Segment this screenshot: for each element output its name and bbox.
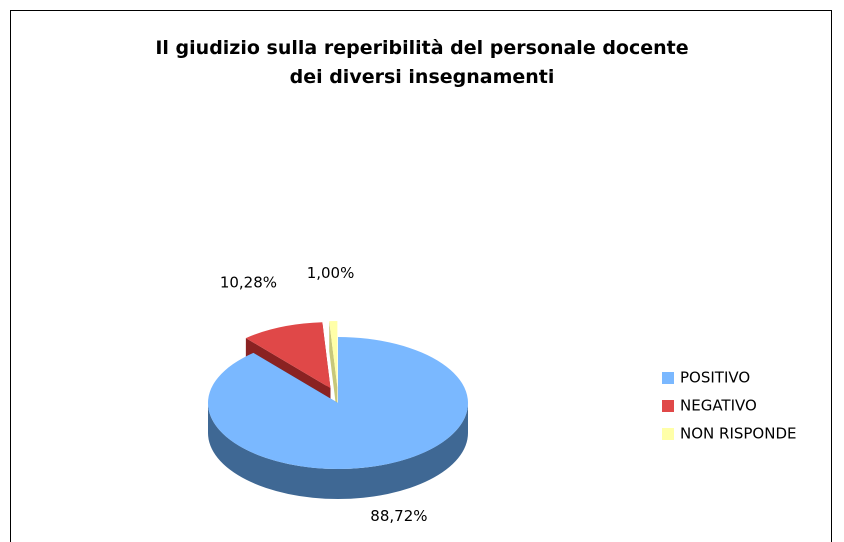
legend-swatch: [662, 372, 674, 384]
slice: [329, 321, 338, 388]
slice: [245, 322, 331, 389]
legend-label: NON RISPONDE: [680, 425, 796, 443]
data-label: 1,00%: [307, 264, 355, 282]
chart-frame: [10, 10, 832, 542]
chart-title: Il giudizio sulla reperibilità del perso…: [155, 37, 689, 88]
legend-swatch: [662, 428, 674, 440]
legend-label: POSITIVO: [680, 369, 750, 387]
data-label: 10,28%: [220, 273, 277, 291]
slice: [207, 337, 468, 469]
legend-swatch: [662, 400, 674, 412]
data-label: 88,72%: [370, 507, 427, 525]
slice-side: [208, 403, 468, 499]
legend-label: NEGATIVO: [680, 397, 757, 415]
slice-cut-face: [329, 321, 338, 418]
